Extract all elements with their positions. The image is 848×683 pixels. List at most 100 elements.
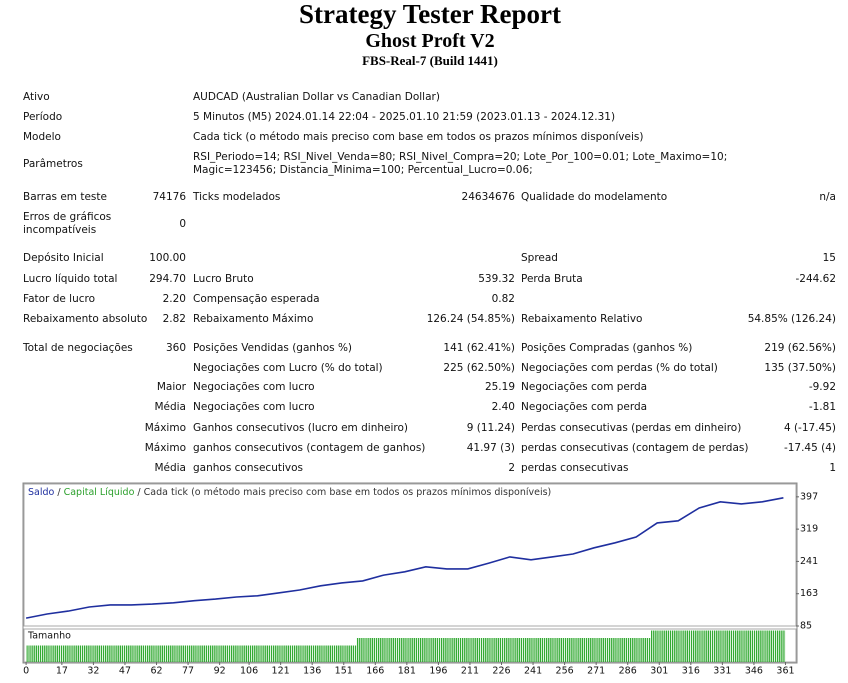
stat-value: 25.19 (484, 381, 515, 393)
x-tick-label: 62 (150, 666, 162, 677)
y-tick-label: 397 (800, 491, 818, 502)
stat-value: -9.92 (808, 381, 836, 393)
x-tick-label: 271 (587, 666, 605, 677)
info-value: AUDCAD (Australian Dollar vs Canadian Do… (193, 91, 440, 103)
size-bars (26, 645, 357, 662)
stat-label: Lucro líquido total (23, 273, 118, 285)
y-tick-label: 319 (800, 524, 818, 535)
stat-label: Lucro Bruto (193, 273, 254, 285)
stat-value: Máximo (144, 442, 186, 454)
legend-item: Capital Líquido (64, 487, 135, 498)
stat-label: Compensação esperada (193, 293, 320, 305)
size-bars (356, 638, 651, 662)
subtitle: Ghost Proft V2 (365, 30, 495, 52)
y-tick-label: 241 (800, 556, 818, 567)
x-tick-label: 47 (119, 666, 131, 677)
stat-label: Negociações com lucro (193, 381, 315, 393)
stat-value: 74176 (152, 191, 186, 203)
stat-label: Negociações com Lucro (% do total) (193, 362, 383, 374)
x-tick-label: 316 (682, 666, 700, 677)
build: FBS-Real-7 (Build 1441) (362, 53, 498, 68)
stat-label: Rebaixamento Relativo (521, 313, 643, 325)
x-tick-label: 121 (272, 666, 290, 677)
stat-value: Máximo (144, 422, 186, 434)
x-tick-label: 106 (240, 666, 258, 677)
x-tick-label: 32 (87, 666, 99, 677)
stat-value: 9 (11.24) (466, 422, 515, 434)
info-label: Parâmetros (23, 158, 83, 170)
x-tick-label: 136 (303, 666, 321, 677)
stat-value: 126.24 (54.85%) (426, 313, 515, 325)
stat-label: Ticks modelados (193, 191, 281, 203)
stat-label: ganhos consecutivos (contagem de ganhos) (193, 442, 426, 454)
legend: Saldo / Capital Líquido / Cada tick (o m… (28, 487, 551, 498)
info-label: Ativo (23, 91, 50, 103)
x-tick-label: 226 (492, 666, 510, 677)
stat-value: 135 (37.50%) (764, 362, 836, 374)
x-tick-label: 331 (713, 666, 731, 677)
x-tick-label: 241 (524, 666, 542, 677)
stat-value: Média (154, 462, 186, 474)
stat-label: Rebaixamento absoluto (23, 313, 148, 325)
stat-label: ganhos consecutivos (193, 462, 303, 474)
stat-label: Negociações com perdas (% do total) (521, 362, 718, 374)
stat-value: 360 (165, 342, 186, 354)
stat-value: 0.82 (491, 293, 515, 305)
x-tick-label: 211 (461, 666, 479, 677)
stat-value: -244.62 (795, 273, 836, 285)
stat-label: perdas consecutivas (521, 462, 629, 474)
stat-value: 2.20 (162, 293, 186, 305)
stat-value: Média (154, 401, 186, 413)
x-tick-label: 286 (619, 666, 637, 677)
info-value: Cada tick (o método mais preciso com bas… (193, 131, 644, 143)
x-tick-label: 151 (335, 666, 353, 677)
x-tick-label: 181 (398, 666, 416, 677)
y-tick-label: 163 (800, 588, 818, 599)
size-label: Tamanho (27, 631, 71, 642)
stat-value: 54.85% (126.24) (747, 313, 836, 325)
legend-item: Cada tick (o método mais preciso com bas… (144, 487, 552, 498)
stat-label: Posições Compradas (ganhos %) (521, 342, 693, 354)
legend-separator: / (134, 487, 143, 498)
stat-label: Perdas consecutivas (perdas em dinheiro) (521, 422, 742, 434)
stat-value: 1 (829, 462, 836, 474)
x-tick-label: 0 (23, 666, 29, 677)
x-tick-label: 92 (214, 666, 226, 677)
x-tick-label: 166 (366, 666, 384, 677)
stat-value: 294.70 (149, 273, 186, 285)
stat-label: Barras em teste (23, 191, 107, 203)
stat-label: Depósito Inicial (23, 252, 104, 264)
stat-label: Rebaixamento Máximo (193, 313, 314, 325)
x-tick-label: 77 (182, 666, 194, 677)
x-tick-label: 17 (56, 666, 68, 677)
stat-value: 2.40 (491, 401, 515, 413)
stat-value: 219 (62.56%) (764, 342, 836, 354)
balance-line (25, 497, 784, 619)
stat-value: Maior (156, 381, 186, 393)
title: Strategy Tester Report (299, 0, 561, 29)
stat-label: perdas consecutivas (contagem de perdas) (521, 442, 749, 454)
x-tick-label: 196 (429, 666, 447, 677)
stat-label: Erros de gráficos incompatíveis (23, 211, 112, 236)
stat-value: 0 (179, 218, 186, 230)
x-tick-label: 361 (776, 666, 794, 677)
stat-value: 2 (508, 462, 515, 474)
legend-separator: / (54, 487, 63, 498)
size-bars (650, 630, 786, 662)
stat-label: Perda Bruta (521, 273, 583, 285)
legend-item: Saldo (28, 487, 55, 498)
stat-label: Fator de lucro (23, 293, 96, 305)
stat-value: 100.00 (149, 252, 186, 264)
x-tick-label: 256 (556, 666, 574, 677)
x-tick-label: 346 (745, 666, 763, 677)
stat-value: -17.45 (4) (783, 442, 836, 454)
stat-label: Negociações com perda (521, 401, 648, 413)
stat-value: n/a (819, 191, 836, 203)
stat-value: 4 (-17.45) (783, 422, 836, 434)
stat-label: Ganhos consecutivos (lucro em dinheiro) (193, 422, 408, 434)
info-label: Modelo (23, 131, 61, 143)
y-tick-label: 85 (800, 621, 812, 632)
stat-value: 24634676 (461, 191, 515, 203)
stat-label: Negociações com lucro (193, 401, 315, 413)
